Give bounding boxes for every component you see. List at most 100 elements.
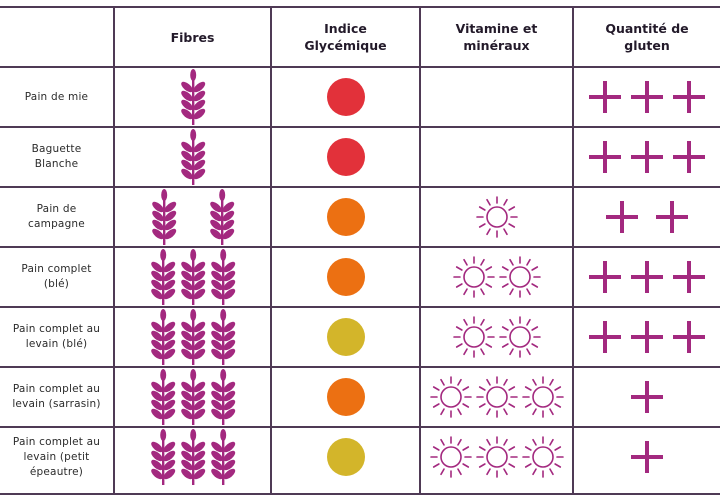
plus-icon [589,141,621,173]
row-label: Pain complet au levain (petit épeautre) [12,435,101,478]
vitamines-cell [421,188,572,246]
gluten-cell [574,428,720,486]
vitamines-cell [421,428,572,486]
indice-cell [272,188,419,246]
grid-line [0,66,720,68]
gluten-cell [574,368,720,426]
header-fibres: Fibres [170,29,215,45]
plus-icon [589,321,621,353]
grid-line [0,186,720,188]
sun-icon [452,256,495,298]
fibres-cell [115,188,270,246]
indice-cell [272,308,419,366]
plus-icon [589,81,621,113]
plus-icon [673,261,705,293]
fibres-cell [115,428,270,486]
indice-cell [272,248,419,306]
wheat-icon [150,309,175,365]
wheat-icon [180,249,205,305]
gluten-cell [574,68,720,126]
header-vitamine-mineraux: Vitamine et minéraux [455,21,538,53]
sun-icon [429,376,472,418]
wheat-icon [210,249,235,305]
indice-cell [272,128,419,186]
sun-icon [521,376,564,418]
plus-icon [673,81,705,113]
vitamines-cell [421,308,572,366]
table-row: Pain complet au levain (sarrasin) [0,368,720,426]
fibres-cell [115,308,270,366]
plus-icon [589,261,621,293]
grid-line [0,306,720,308]
plus-icon [656,201,688,233]
wheat-icon [150,429,175,485]
vitamines-cell [421,128,572,186]
row-label: Pain complet au levain (blé) [12,323,101,350]
glycemic-dot-icon [326,138,365,176]
plus-icon [631,441,663,473]
table-row: Pain complet au levain (blé) [0,308,720,366]
wheat-icon [151,189,176,245]
grid-line [0,246,720,248]
wheat-icon [150,249,175,305]
table-row: Pain de campagne [0,188,720,246]
plus-icon [606,201,638,233]
vitamines-cell [421,368,572,426]
header-indice-glycemique: Indice Glycémique [304,21,387,53]
row-label: Baguette Blanche [31,143,82,170]
gluten-cell [574,188,720,246]
wheat-icon [150,369,175,425]
fibres-cell [115,368,270,426]
glycemic-dot-icon [326,78,365,116]
wheat-icon [180,69,205,125]
sun-icon [498,256,541,298]
header-quantite-gluten: Quantité de gluten [605,21,689,53]
wheat-icon [209,189,234,245]
sun-icon [475,196,518,238]
sun-icon [498,316,541,358]
row-label: Pain de campagne [28,203,85,230]
glycemic-dot-icon [326,438,365,476]
wheat-icon [210,369,235,425]
sun-icon [521,436,564,478]
fibres-cell [115,68,270,126]
gluten-cell [574,248,720,306]
indice-cell [272,428,419,486]
table-row: Pain complet au levain (petit épeautre) [0,428,720,486]
row-label: Pain complet au levain (sarrasin) [12,383,101,410]
plus-icon [631,261,663,293]
indice-cell [272,68,419,126]
wheat-icon [210,429,235,485]
plus-icon [631,81,663,113]
grid-line [0,126,720,128]
wheat-icon [210,309,235,365]
grid-line [0,366,720,368]
glycemic-dot-icon [326,318,365,356]
gluten-cell [574,128,720,186]
grid-line [572,7,574,495]
fibres-cell [115,248,270,306]
grid-line [419,7,421,495]
wheat-icon [180,429,205,485]
vitamines-cell [421,248,572,306]
wheat-icon [180,129,205,185]
row-label: Pain complet (blé) [21,263,92,290]
row-label: Pain de mie [24,90,89,103]
glycemic-dot-icon [326,378,365,416]
wheat-icon [180,309,205,365]
gluten-cell [574,308,720,366]
plus-icon [673,321,705,353]
plus-icon [631,321,663,353]
grid-line [0,493,720,495]
plus-icon [631,141,663,173]
grid-line [270,7,272,495]
plus-icon [673,141,705,173]
sun-icon [475,436,518,478]
indice-cell [272,368,419,426]
fibres-cell [115,128,270,186]
sun-icon [429,436,472,478]
plus-icon [631,381,663,413]
grid-line [0,426,720,428]
grid-line [0,6,720,8]
